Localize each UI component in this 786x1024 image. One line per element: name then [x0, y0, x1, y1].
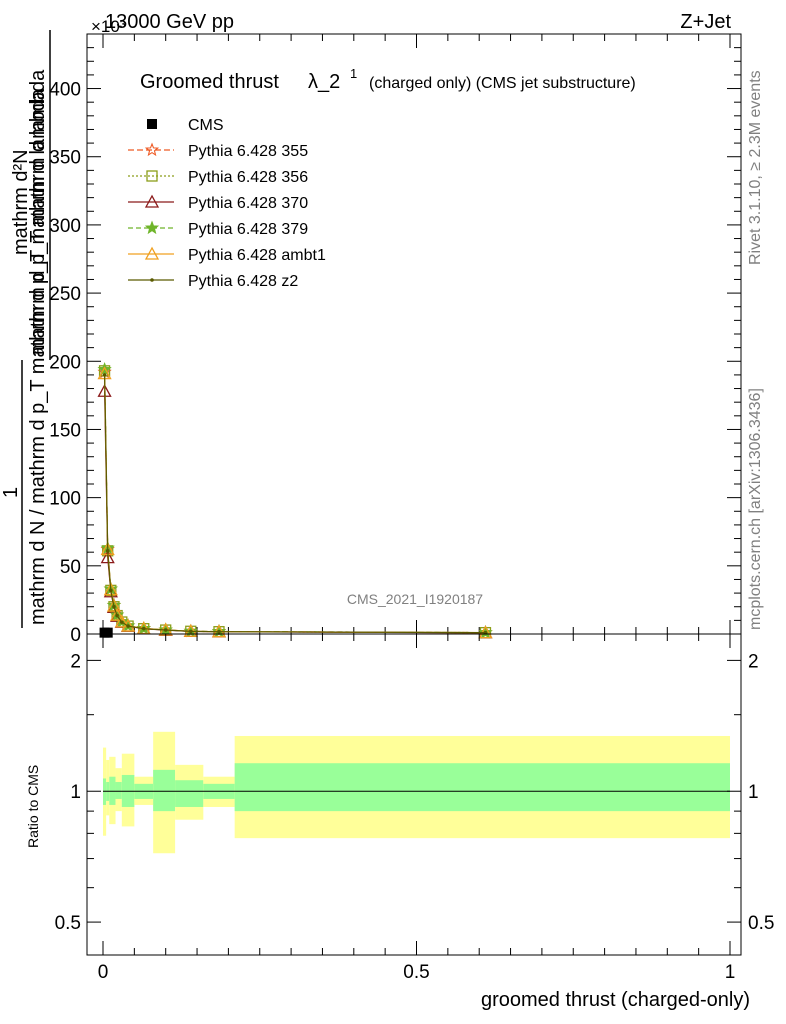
data-point [103, 582, 118, 596]
legend-label: Pythia 6.428 379 [188, 221, 308, 238]
main-frame [86, 33, 742, 635]
main-ytick-label: 100 [49, 489, 81, 510]
ratio-band-inner [153, 769, 176, 812]
x-tick-label: 0.5 [403, 962, 429, 983]
data-point [102, 627, 113, 638]
legend-label: Pythia 6.428 355 [188, 143, 308, 160]
x-axis-label: groomed thrust (charged-only) [481, 989, 750, 1011]
data-point [141, 626, 146, 631]
data-point [126, 624, 130, 628]
ratio-band-inner [115, 782, 122, 799]
mcplots-label: mcplots.cern.ch [arXiv:1306.3436] [747, 388, 764, 630]
title-sup: 1 [350, 66, 357, 81]
legend-marker [144, 194, 160, 208]
data-point [120, 620, 124, 624]
energy-label: 13000 GeV pp [105, 11, 234, 33]
legend-marker [144, 220, 160, 235]
x-tick-label: 1 [725, 962, 736, 983]
data-point [106, 598, 122, 612]
main-series [97, 362, 493, 639]
data-point [105, 549, 110, 553]
data-point [100, 550, 115, 564]
data-point [217, 629, 221, 634]
ratio-frame [86, 633, 742, 956]
main-ytick-label: 0 [70, 625, 81, 646]
legend-item: Pythia 6.428 379 [128, 220, 308, 238]
data-point [120, 618, 136, 632]
main-ytick-label: 350 [49, 148, 81, 169]
main-axis-ticks: 0 50 100 150 200 250 300 350 400 [49, 34, 741, 646]
title-sub: (charged only) (CMS jet substructure) [369, 75, 636, 92]
ratio-ytick-label: 1 [70, 782, 81, 803]
data-point [188, 629, 193, 634]
data-point [110, 607, 125, 621]
legend-marker [146, 170, 158, 182]
exponent-label: ×10³ [91, 17, 126, 36]
watermark: CMS_2021_I1920187 [347, 591, 483, 607]
ratio-bands [103, 731, 731, 854]
ratio-ytick-label-right: 1 [748, 782, 759, 803]
main-ytick-label: 400 [49, 80, 81, 101]
main-ytick-label: 150 [49, 420, 81, 441]
process-label: Z+Jet [680, 11, 731, 33]
ylabel-top-2: mathrm d p_T mathrm d lambda [27, 69, 49, 355]
legend-item: Pythia 6.428 z2 [128, 273, 298, 290]
ratio-ytick-label: 2 [70, 651, 81, 672]
legend-item: Pythia 6.428 ambt1 [128, 246, 326, 264]
ratio-ytick-label: 0.5 [55, 913, 81, 934]
legend-marker [150, 278, 154, 282]
data-point [112, 604, 116, 609]
legend-item: Pythia 6.428 356 [128, 169, 308, 186]
legend-label: Pythia 6.428 370 [188, 195, 308, 212]
legend-item: Pythia 6.428 370 [128, 194, 308, 212]
title-main: Groomed thrust [140, 71, 279, 93]
ylabel-rest: mathrm d N / mathrm d p_T mathrm d p_T m… [27, 88, 49, 625]
ratio-ytick-label-right: 2 [748, 651, 759, 672]
x-tick-label: 0 [98, 962, 109, 983]
legend-label: CMS [188, 117, 224, 134]
main-ytick-label: 300 [49, 216, 81, 237]
main-ytick-label: 50 [60, 557, 81, 578]
data-point [114, 614, 129, 628]
main-ytick-label: 250 [49, 284, 81, 305]
legend-label: Pythia 6.428 ambt1 [188, 247, 326, 264]
main-ylabel: mathrm d²N mathrm d p_T mathrm d lambda … [0, 30, 51, 628]
data-point [163, 628, 168, 632]
legend-marker [144, 246, 160, 260]
ratio-panel: 0.5 0.5 1 1 2 2 0 0.5 1 Ratio to CMS groomed thr… [25, 633, 774, 1011]
data-point [115, 613, 119, 618]
ylabel-top: mathrm d²N [10, 149, 32, 255]
legend: CMS Pythia 6.428 355 Pythia 6.428 356 Pythi… [128, 117, 326, 290]
legend-label: Pythia 6.428 z2 [188, 273, 298, 290]
series-line [104, 374, 486, 634]
ratio-ytick-label-right: 0.5 [748, 913, 774, 934]
ratio-band-inner [175, 780, 204, 807]
plot-title: Groomed thrust λ_2 1 (charged only) (CMS… [140, 66, 636, 93]
series-0 [99, 627, 113, 638]
ratio-axis-ticks: 0.5 0.5 1 1 2 2 0 0.5 1 [55, 634, 774, 983]
legend-item: CMS [147, 117, 224, 134]
legend-item: Pythia 6.428 355 [128, 142, 308, 160]
data-point [109, 588, 113, 593]
main-ytick-label: 200 [49, 352, 81, 373]
ylabel-one: 1 [0, 487, 22, 498]
legend-label: Pythia 6.428 356 [188, 169, 308, 186]
legend-marker [144, 142, 160, 157]
ratio-band-inner [234, 763, 731, 812]
title-lambda: λ_2 [308, 71, 340, 93]
ratio-ylabel: Ratio to CMS [25, 765, 41, 848]
legend-marker [147, 119, 157, 129]
data-point [102, 373, 107, 377]
main-panel: 0 50 100 150 200 250 300 350 400 CMS_2021_I19201… [49, 33, 742, 646]
rivet-label: Rivet 3.1.10, ≥ 2.3M events [747, 70, 764, 265]
